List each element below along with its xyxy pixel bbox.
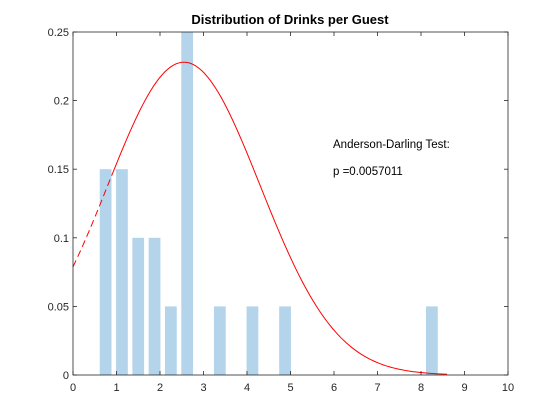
x-tick-label-3: 3 bbox=[200, 382, 206, 394]
annotation-test-name: Anderson-Darling Test: bbox=[333, 139, 450, 151]
bar-3 bbox=[148, 237, 161, 375]
bar-6 bbox=[213, 306, 226, 375]
x-tick-label-10: 10 bbox=[502, 382, 514, 394]
bars-group bbox=[99, 32, 438, 375]
x-axis: 0 1 2 3 4 5 6 7 8 9 10 bbox=[70, 32, 514, 394]
y-tick-label-2: 0.1 bbox=[54, 233, 69, 245]
fit-curve-solid bbox=[111, 61, 448, 375]
bar-2 bbox=[132, 237, 145, 375]
bar-5 bbox=[181, 32, 194, 375]
y-tick-label-1: 0.05 bbox=[48, 301, 69, 313]
bar-4 bbox=[165, 306, 177, 375]
annotation-p-value: p =0.0057011 bbox=[333, 166, 403, 178]
y-tick-label-3: 0.15 bbox=[48, 164, 69, 176]
x-tick-label-8: 8 bbox=[418, 382, 424, 394]
fit-curve-group bbox=[72, 61, 448, 375]
bar-1 bbox=[116, 169, 128, 375]
x-tick-label-9: 9 bbox=[461, 382, 467, 394]
x-tick-label-7: 7 bbox=[374, 382, 380, 394]
y-tick-label-5: 0.25 bbox=[48, 27, 69, 39]
bar-9 bbox=[426, 306, 438, 375]
x-tick-label-4: 4 bbox=[244, 382, 250, 394]
x-tick-label-6: 6 bbox=[331, 382, 337, 394]
chart-title: Distribution of Drinks per Guest bbox=[191, 12, 389, 27]
y-tick-label-4: 0.2 bbox=[54, 96, 69, 108]
fit-curve-dashed bbox=[72, 174, 113, 268]
bar-8 bbox=[279, 306, 291, 375]
y-tick-label-0: 0 bbox=[63, 370, 69, 382]
y-axis: 0 0.05 0.1 0.15 0.2 0.25 bbox=[48, 27, 508, 382]
bar-7 bbox=[246, 306, 259, 375]
x-tick-label-2: 2 bbox=[157, 382, 163, 394]
x-tick-label-5: 5 bbox=[287, 382, 293, 394]
bar-0 bbox=[99, 169, 112, 375]
x-tick-label-0: 0 bbox=[70, 382, 76, 394]
x-tick-label-1: 1 bbox=[113, 382, 119, 394]
